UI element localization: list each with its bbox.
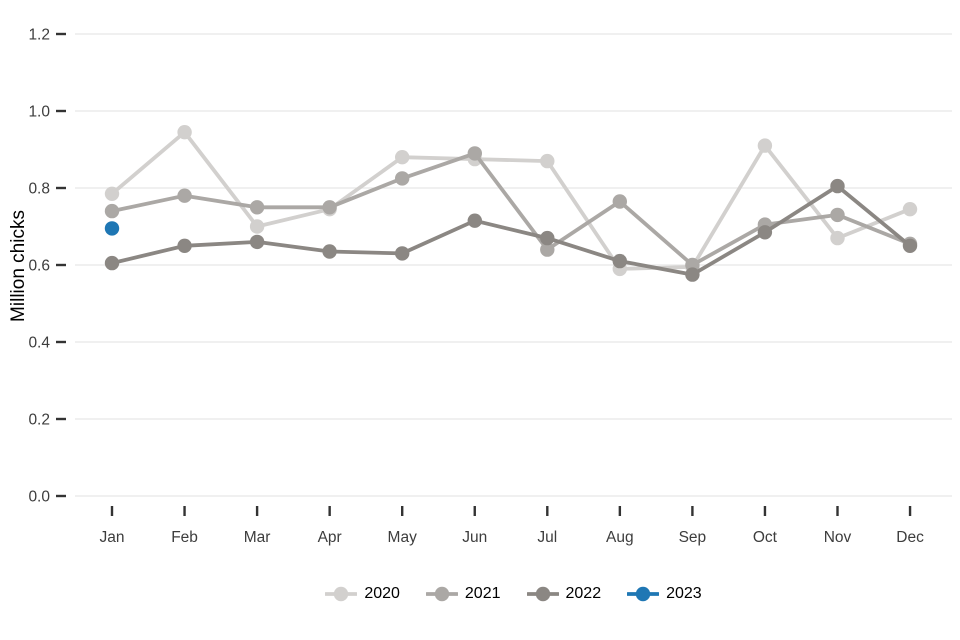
series-line-2021	[110, 151, 912, 267]
legend-label: 2023	[666, 585, 702, 602]
x-tick-label: Sep	[679, 529, 707, 546]
data-point-2021	[395, 171, 410, 186]
data-point-2021	[177, 188, 192, 203]
x-tick-label: Oct	[753, 529, 778, 546]
data-point-2022	[830, 178, 845, 194]
x-tick-label: Mar	[244, 529, 271, 546]
series-line-2020	[110, 130, 912, 271]
series-layer	[104, 125, 918, 282]
data-point-2020	[830, 230, 845, 246]
data-point-2022	[467, 213, 482, 228]
data-point-2022	[249, 234, 265, 250]
data-point-2022	[612, 253, 627, 269]
y-axis: 0.0 0.2 0.4 0.6 0.8 1.0 1.2	[28, 27, 66, 506]
data-point-2020	[177, 125, 192, 140]
y-tick-label: 0.8	[28, 181, 50, 198]
data-point-2021	[467, 146, 482, 161]
legend-marker-2020	[325, 586, 358, 602]
x-tick-label: Feb	[171, 529, 198, 546]
data-point-2021	[612, 194, 627, 209]
legend-item-2023: 2023	[627, 585, 702, 603]
x-tick-label: Apr	[318, 529, 342, 546]
legend-label: 2022	[565, 585, 602, 602]
data-point-2022	[104, 255, 120, 271]
data-point-2023	[104, 221, 120, 236]
x-tick-label: Nov	[824, 529, 852, 546]
x-tick-label: Jun	[462, 529, 487, 546]
data-point-2020	[757, 138, 773, 153]
data-point-2022	[395, 246, 410, 261]
x-tick-label: Aug	[606, 529, 634, 546]
x-tick-label: Dec	[896, 529, 924, 546]
data-point-2021	[830, 207, 845, 223]
y-tick-label: 1.0	[28, 104, 50, 121]
legend-item-2021: 2021	[425, 585, 501, 603]
gridlines	[75, 33, 952, 497]
data-point-2020	[902, 202, 918, 217]
y-tick-label: 1.2	[28, 27, 50, 44]
x-axis: Jan Feb Mar Apr May Jun Jul Aug Sep Oct Nov Dec	[100, 506, 924, 546]
data-point-2020	[249, 219, 265, 234]
legend-item-2022: 2022	[526, 585, 602, 603]
data-point-2021	[322, 200, 337, 215]
legend-marker-2022	[526, 586, 559, 602]
x-tick-label: Jul	[537, 529, 557, 546]
data-point-2020	[104, 186, 120, 201]
data-point-2022	[177, 238, 192, 253]
legend-label: 2021	[464, 585, 501, 602]
data-point-2022	[757, 225, 773, 240]
y-tick-label: 0.4	[28, 335, 50, 352]
data-point-2021	[249, 200, 265, 215]
data-point-2021	[104, 203, 120, 219]
y-axis-title: Million chicks	[8, 210, 29, 322]
data-point-2022	[322, 244, 337, 259]
legend-marker-2023	[627, 586, 660, 602]
legend-label: 2020	[364, 585, 400, 602]
x-tick-label: May	[388, 529, 418, 546]
data-point-2022	[902, 238, 918, 253]
chart-legend: 2020 2021 2022 2023	[75, 585, 952, 603]
data-point-2021	[540, 242, 555, 257]
x-tick-label: Jan	[100, 529, 125, 546]
y-tick-label: 0.6	[28, 258, 50, 275]
series-line-2022	[110, 184, 912, 277]
legend-item-2020: 2020	[325, 585, 400, 603]
data-point-2020	[395, 150, 410, 165]
legend-marker-2021	[425, 586, 458, 602]
data-point-2022	[540, 230, 555, 246]
data-point-2020	[540, 153, 555, 169]
data-point-2022	[685, 267, 700, 282]
y-tick-label: 0.0	[28, 489, 50, 506]
y-tick-label: 0.2	[28, 412, 50, 429]
